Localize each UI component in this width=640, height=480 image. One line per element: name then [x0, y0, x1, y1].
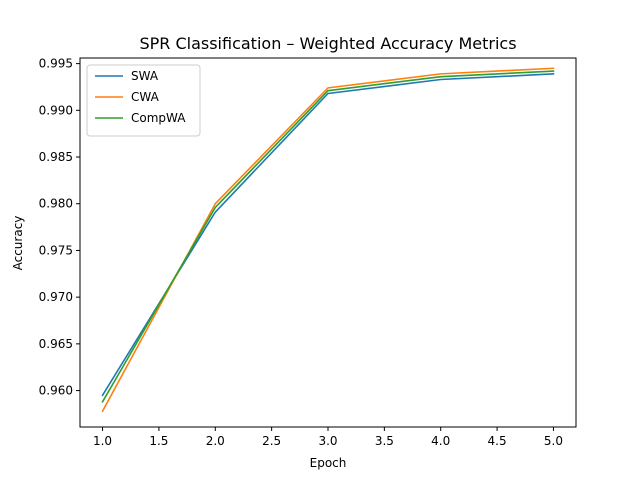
- plot-frame: [79, 57, 577, 428]
- x-tick-label: 4.5: [488, 434, 507, 448]
- x-tick-label: 3.5: [375, 434, 394, 448]
- x-tick-label: 1.5: [149, 434, 168, 448]
- y-tick-label: 0.970: [39, 290, 73, 304]
- y-tick-label: 0.985: [39, 150, 73, 164]
- x-tick-label: 1.0: [93, 434, 112, 448]
- legend: SWA CWA CompWA: [86, 64, 201, 137]
- y-tick-label: 0.965: [39, 337, 73, 351]
- y-tick-label: 0.975: [39, 243, 73, 257]
- x-tick-label: 4.0: [431, 434, 450, 448]
- ticks-layer: 1.0 1.5 2.0 2.5 3.0 3.5 4.0 4.5 5.0 0.960 0.965 0.9…: [39, 57, 563, 448]
- y-tick-label: 0.960: [39, 384, 73, 398]
- legend-label: CompWA: [131, 111, 186, 125]
- legend-label: SWA: [131, 69, 159, 83]
- x-tick-label: 2.5: [262, 434, 281, 448]
- x-tick-label: 2.0: [206, 434, 225, 448]
- x-axis-label: Epoch: [310, 456, 347, 470]
- y-axis-label: Accuracy: [11, 216, 25, 271]
- x-tick-label: 5.0: [544, 434, 563, 448]
- chart-title: SPR Classification – Weighted Accuracy M…: [139, 34, 516, 53]
- series-layer: [101, 67, 555, 413]
- y-tick-label: 0.980: [39, 197, 73, 211]
- series-line-compwa: [101, 70, 555, 403]
- y-tick-label: 0.995: [39, 57, 73, 71]
- y-tick-label: 0.990: [39, 103, 73, 117]
- x-tick-label: 3.0: [318, 434, 337, 448]
- legend-label: CWA: [131, 90, 160, 104]
